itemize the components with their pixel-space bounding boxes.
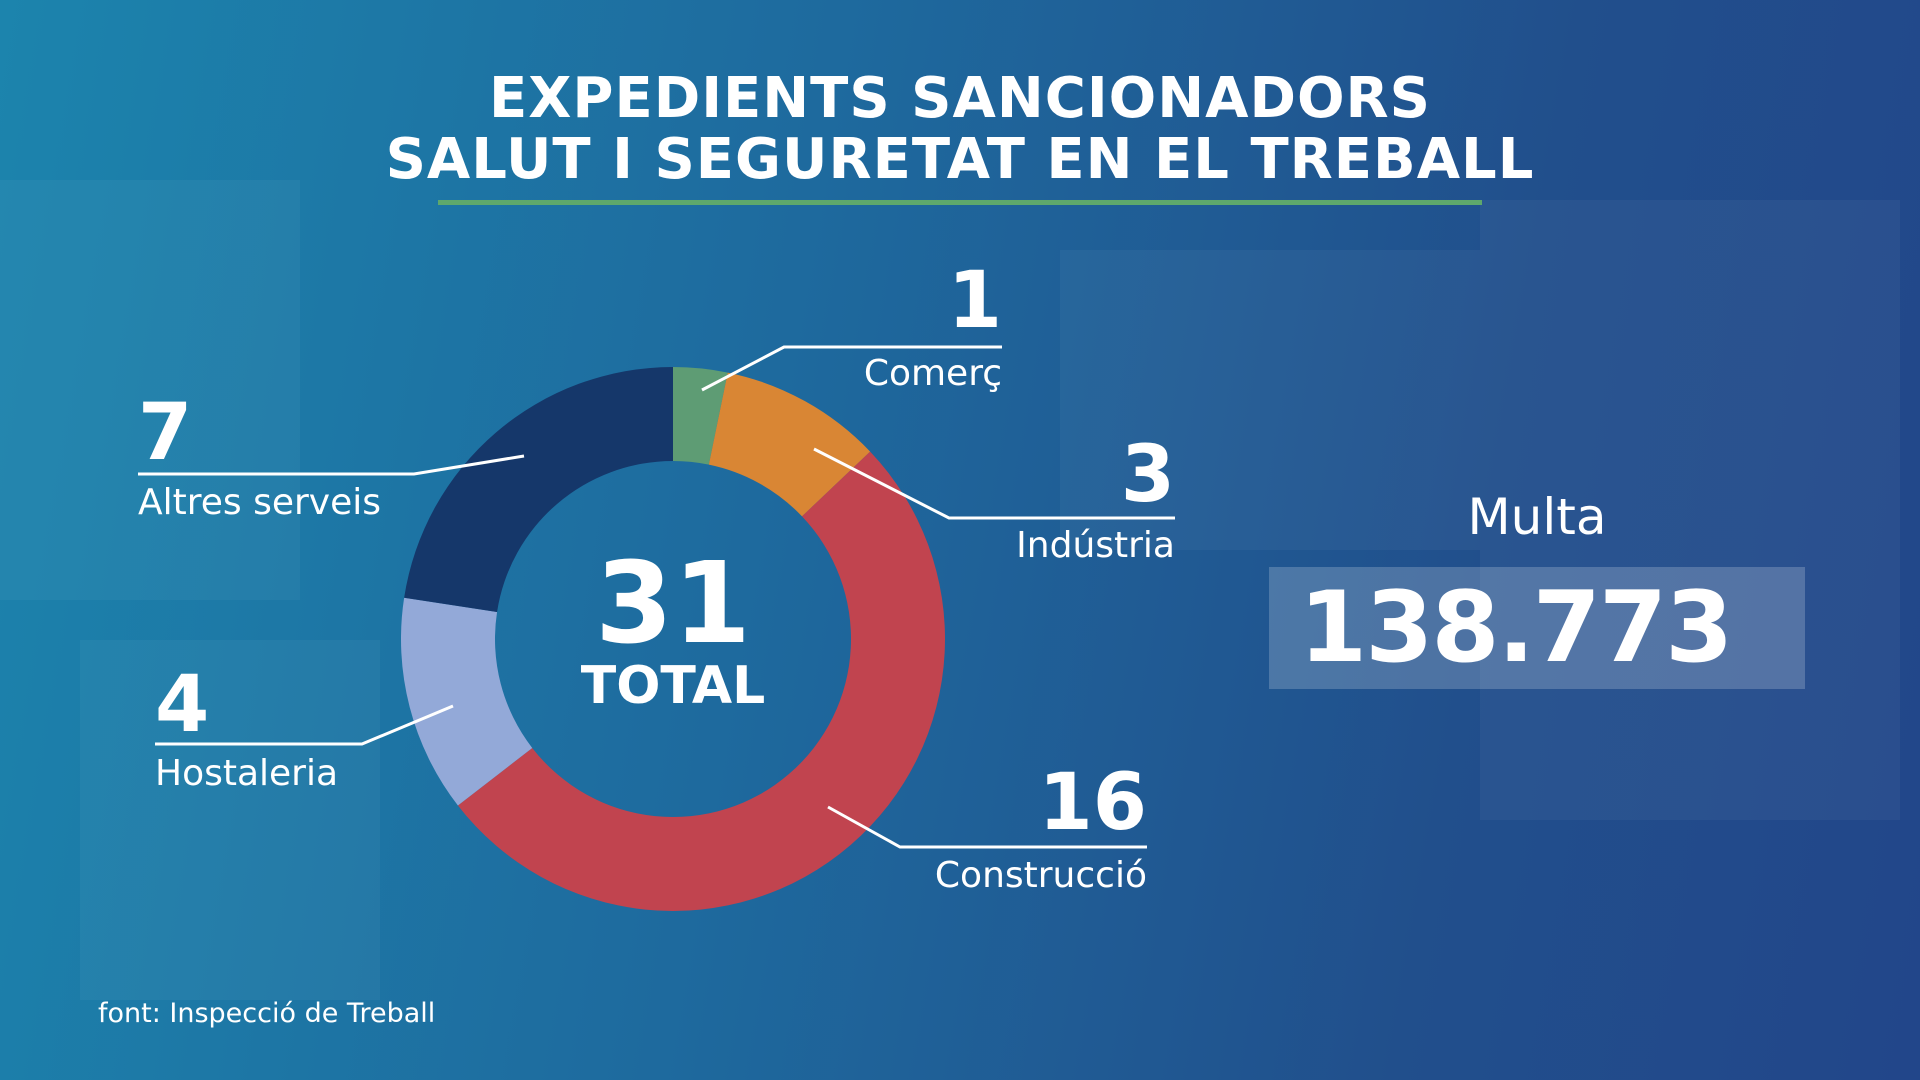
category-label-altres-serveis: Altres serveis xyxy=(138,482,382,523)
fine-value: 138.773 xyxy=(1299,571,1733,685)
fine-box: 138.773 xyxy=(1269,567,1805,689)
category-label-industria: Indústria xyxy=(1016,525,1175,566)
category-label-hostaleria: Hostaleria xyxy=(155,753,339,794)
leader-line-industria xyxy=(813,447,1175,520)
leader-line-altres-serveis xyxy=(138,454,525,476)
value-label-hostaleria: 4 xyxy=(155,660,210,750)
total-value: 31 xyxy=(595,539,751,669)
donut-slice-comerc xyxy=(673,367,728,465)
bg-decoration xyxy=(0,180,300,600)
donut-slice-industria xyxy=(708,372,871,517)
donut-slice-construccio xyxy=(457,451,946,912)
value-label-construccio: 16 xyxy=(1038,758,1147,848)
bg-decoration xyxy=(1480,200,1900,820)
title-line-1: EXPEDIENTS SANCIONADORS xyxy=(488,66,1432,131)
value-label-industria: 3 xyxy=(1120,430,1175,520)
title-line-2: SALUT I SEGURETAT EN EL TREBALL xyxy=(385,127,1535,192)
bg-decoration xyxy=(1060,250,1480,550)
title-underline xyxy=(438,200,1482,205)
value-label-altres-serveis: 7 xyxy=(138,388,193,478)
category-label-comerc: Comerç xyxy=(863,353,1002,394)
fine-label: Multa xyxy=(1467,488,1607,546)
donut-slice-hostaleria xyxy=(401,597,533,806)
donut-slice-altres-serveis xyxy=(404,367,673,613)
source-note: font: Inspecció de Treball xyxy=(98,998,436,1029)
leader-line-construccio xyxy=(827,805,1147,849)
leader-line-hostaleria xyxy=(155,704,454,746)
total-label: TOTAL xyxy=(580,656,766,716)
bg-decoration xyxy=(80,640,380,1000)
category-label-construccio: Construcció xyxy=(934,855,1147,896)
leader-line-comerc xyxy=(701,345,1002,392)
value-label-comerc: 1 xyxy=(947,256,1002,346)
